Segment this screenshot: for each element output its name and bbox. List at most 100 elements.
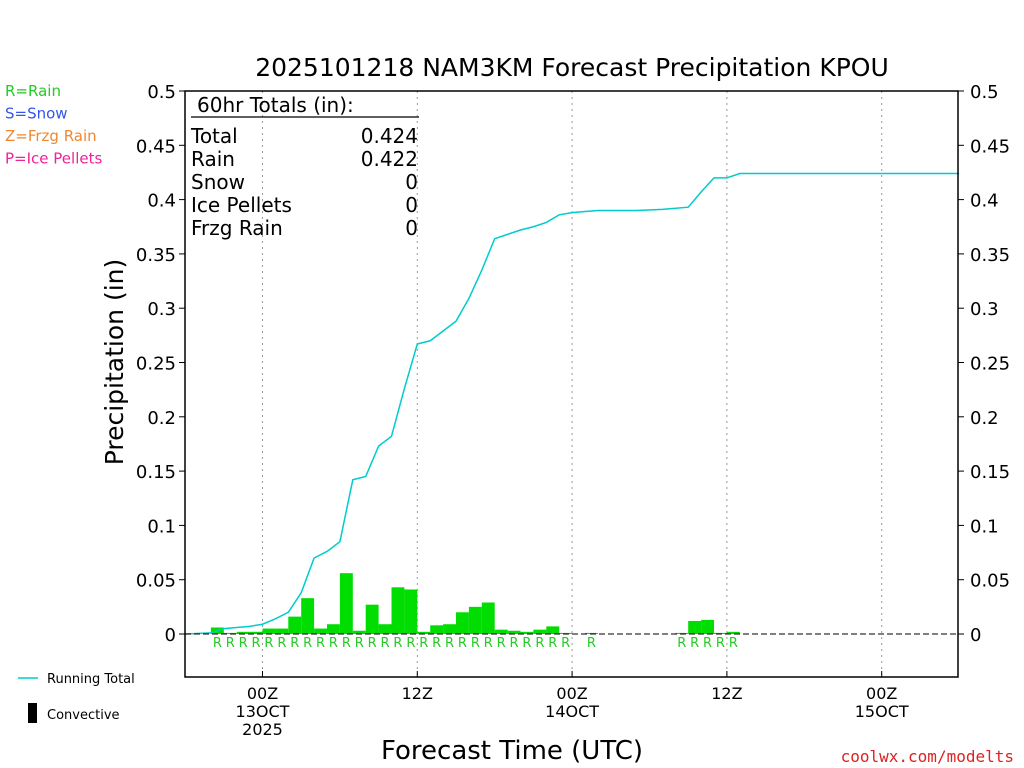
precip-type-mark: R [484, 636, 493, 651]
x-tick-label: 15OCT [855, 702, 909, 721]
precip-type-mark: R [290, 636, 299, 651]
precip-type-mark: R [677, 636, 686, 651]
precip-bar [417, 631, 431, 634]
precip-bar [533, 629, 547, 634]
plot-frame [184, 90, 959, 678]
precip-bar [456, 612, 469, 634]
precip-bar [262, 628, 276, 634]
precip-bar [468, 606, 482, 634]
totals-row-value: 0 [405, 193, 418, 217]
precip-type-mark: R [393, 636, 402, 651]
y-tick-label-right: 0.25 [970, 354, 1010, 375]
totals-row-label: Rain [191, 147, 235, 171]
totals-row-value: 0.422 [361, 147, 418, 171]
precip-bar [559, 632, 573, 634]
precip-bar [494, 629, 508, 634]
precip-type-mark: R [329, 636, 338, 651]
bar-series [210, 573, 740, 634]
type-legend-item: Z=Frzg Rain [5, 127, 97, 145]
precip-type-mark: R [213, 636, 222, 651]
precip-bar [714, 632, 727, 634]
y-tick-label-right: 0.15 [970, 462, 1010, 483]
x-tick-label: 12Z [402, 684, 433, 703]
precip-bar [301, 598, 315, 634]
precip-type-mark: R [535, 636, 544, 651]
precip-type-mark: R [239, 636, 248, 651]
precip-bar [339, 573, 353, 634]
totals-row-value: 0 [405, 170, 418, 194]
y-tick-label-left: 0.05 [136, 571, 176, 592]
precip-bar [391, 587, 405, 634]
x-tick-label: 2025 [242, 720, 283, 739]
y-axis-ticks: 0 00.05 0.050.1 0.10.15 0.150.2 0.20.25 0.250.… [136, 82, 1010, 646]
precip-bar [443, 624, 456, 634]
type-legend-item: R=Rain [5, 82, 61, 100]
precip-bar [275, 628, 289, 634]
precip-bar [585, 632, 598, 634]
y-axis-label: Precipitation (in) [100, 259, 129, 466]
grid-lines [262, 91, 883, 677]
precip-bar [546, 626, 560, 634]
x-axis-label: Forecast Time (UTC) [381, 736, 643, 766]
y-tick-label-right: 0.3 [970, 299, 999, 320]
x-tick-label: 13OCT [236, 702, 290, 721]
y-tick-label-left: 0.2 [147, 408, 176, 429]
y-tick-label-right: 0.4 [970, 191, 999, 212]
precip-bar [507, 630, 521, 634]
running-total-legend-label: Running Total [47, 672, 135, 687]
precip-bar [223, 632, 237, 634]
totals-row-label: Total [190, 124, 238, 148]
credit-text: coolwx.com/modelts [841, 747, 1014, 766]
precip-type-mark: R [264, 636, 273, 651]
precip-type-mark: R [497, 636, 506, 651]
precip-type-mark: R [381, 636, 390, 651]
y-tick-label-left: 0.15 [136, 462, 176, 483]
precip-type-mark: R [368, 636, 377, 651]
totals-heading: 60hr Totals (in): [197, 93, 354, 117]
precip-type-mark: R [510, 636, 519, 651]
precip-bar [378, 624, 392, 634]
precip-type-legend: R=Rain S=Snow Z=Frzg Rain P=Ice Pellets [5, 82, 102, 168]
x-tick-label: 00Z [556, 684, 587, 703]
y-tick-label-right: 0.05 [970, 571, 1010, 592]
precip-bar [314, 628, 327, 634]
y-tick-label-right: 0 [970, 625, 981, 646]
precip-type-mark: R [471, 636, 480, 651]
y-tick-label-left: 0.3 [147, 299, 176, 320]
totals-row-label: Frzg Rain [191, 216, 283, 240]
precip-bar [688, 620, 702, 634]
precip-type-mark: R [406, 636, 415, 651]
precip-type-mark: R [703, 636, 712, 651]
precip-bar [701, 619, 714, 634]
precip-type-mark: R [355, 636, 364, 651]
totals-box: 60hr Totals (in): Total 0.424 Rain 0.422 Sno… [190, 93, 419, 240]
totals-row-label: Snow [191, 170, 245, 194]
precip-type-mark: R [316, 636, 325, 651]
x-tick-label: 12Z [711, 684, 742, 703]
precip-bar [249, 631, 263, 634]
precip-bar [365, 604, 379, 634]
x-tick-label: 14OCT [545, 702, 599, 721]
totals-rows: Total 0.424 Rain 0.422 Snow 0 Ice Pellets 0 Frzg… [190, 124, 418, 240]
precip-bar [430, 625, 444, 634]
precip-type-mark: R [303, 636, 312, 651]
type-legend-item: S=Snow [5, 105, 68, 123]
precip-type-mark: R [522, 636, 531, 651]
precip-type-mark: R [729, 636, 738, 651]
y-tick-label-left: 0 [165, 625, 176, 646]
type-legend-item: P=Ice Pellets [5, 150, 102, 168]
precip-bar [726, 631, 740, 634]
precip-type-mark: R [419, 636, 428, 651]
totals-row-value: 0.424 [361, 124, 418, 148]
precip-bar [520, 631, 534, 634]
y-tick-label-right: 0.2 [970, 408, 999, 429]
precip-type-mark: R [432, 636, 441, 651]
y-tick-label-right: 0.35 [970, 245, 1010, 266]
precip-type-mark: R [587, 636, 596, 651]
precip-type-mark: R [342, 636, 351, 651]
y-tick-label-right: 0.45 [970, 136, 1010, 157]
precip-bar [327, 624, 340, 634]
